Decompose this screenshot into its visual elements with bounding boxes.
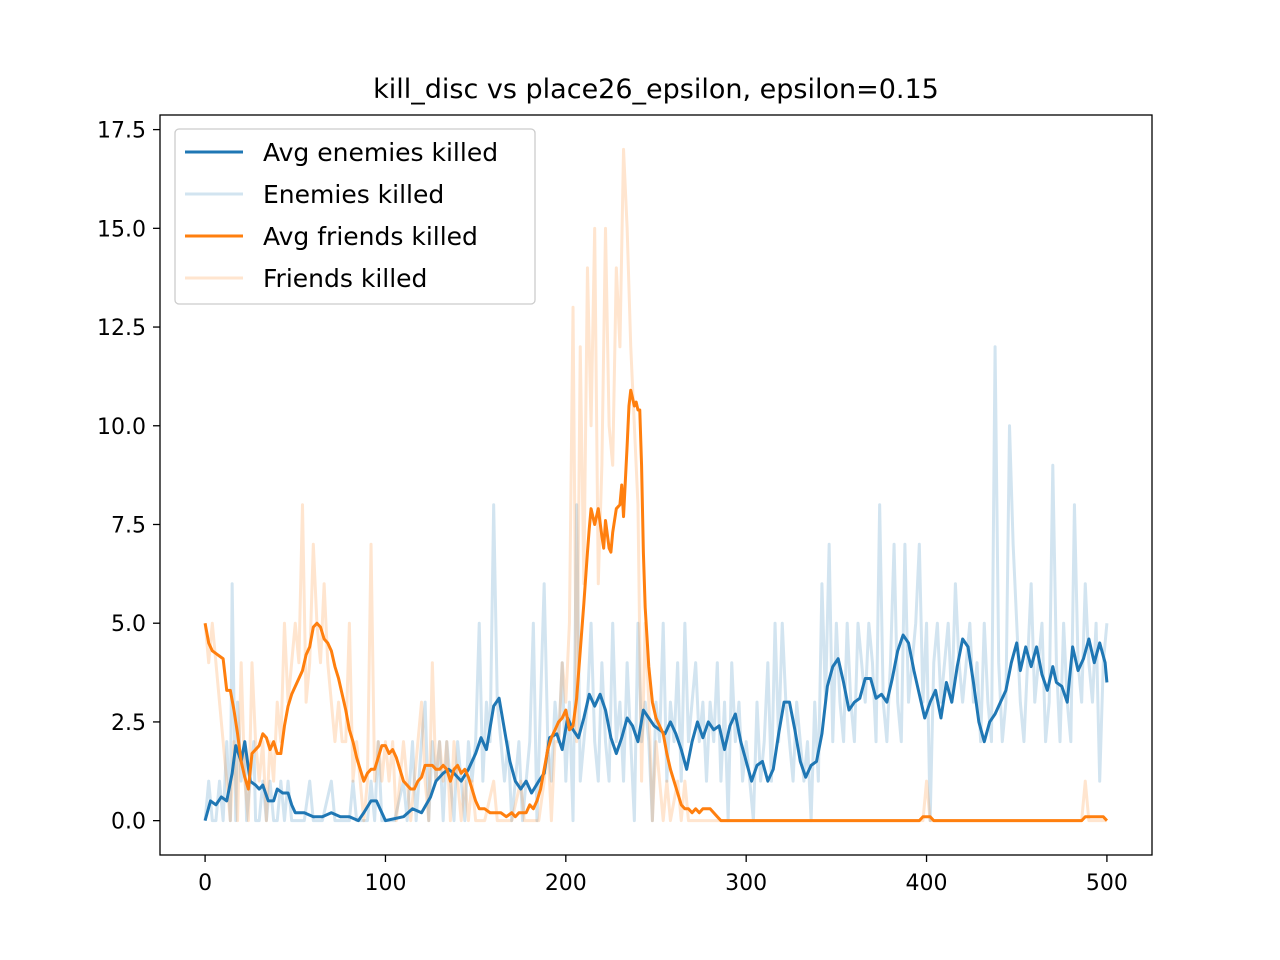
plot-frame: [159, 114, 1153, 856]
legend-box: [174, 128, 536, 305]
x-tick-label: 300: [725, 871, 767, 896]
y-axis: 0.0 2.5 5.0 7.5 10.0 12.5 15.0 17.5: [97, 119, 160, 835]
y-tick-label: 15.0: [97, 217, 146, 242]
series-layer: [203, 147, 1109, 823]
series-line-avg-enemies-killed: [203, 633, 1109, 823]
legend-label: Avg friends killed: [263, 222, 478, 251]
y-tick-label: 10.0: [97, 415, 146, 440]
series-line-enemies-killed: [203, 345, 1109, 823]
chart-title: kill_disc vs place26_epsilon, epsilon=0.…: [373, 74, 939, 105]
legend: Avg enemies killed Enemies killed Avg frie…: [174, 128, 536, 305]
y-tick-label: 12.5: [97, 316, 146, 341]
y-tick-label: 2.5: [111, 711, 146, 736]
x-tick-label: 400: [906, 871, 948, 896]
x-axis: 0 100 200 300 400 500: [198, 855, 1128, 896]
series-line-avg-friends-killed: [203, 388, 1109, 823]
legend-label: Friends killed: [263, 264, 427, 293]
y-tick-label: 0.0: [111, 810, 146, 835]
x-tick-label: 500: [1086, 871, 1128, 896]
y-tick-label: 7.5: [111, 513, 146, 538]
series-line-friends-killed: [203, 147, 1107, 823]
x-tick-label: 200: [545, 871, 587, 896]
x-tick-label: 100: [364, 871, 406, 896]
y-tick-label: 5.0: [111, 612, 146, 637]
x-tick-label: 0: [198, 871, 212, 896]
legend-label: Avg enemies killed: [263, 138, 498, 167]
legend-label: Enemies killed: [263, 180, 444, 209]
y-tick-label: 17.5: [97, 119, 146, 144]
